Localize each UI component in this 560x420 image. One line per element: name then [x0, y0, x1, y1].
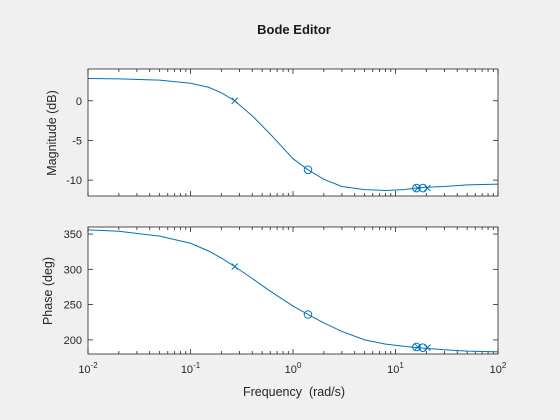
y-tick-label: 250	[64, 300, 82, 312]
frequency-xlabel: Frequency (rad/s)	[243, 385, 345, 399]
phase-ylabel: Phase (deg)	[41, 257, 55, 325]
zero-marker[interactable]	[303, 165, 313, 175]
phase-curve[interactable]	[87, 229, 499, 353]
figure-title: Bode Editor	[257, 22, 331, 37]
y-tick-label: 0	[76, 96, 82, 108]
plot-area	[88, 69, 498, 196]
x-tick-label: 10-1	[181, 361, 201, 376]
axes-frame	[87, 68, 499, 197]
phase-axes[interactable]: 200 250 300 350 10-2 10-1 100 101 102	[64, 226, 507, 376]
zero-marker[interactable]	[412, 342, 421, 352]
y-tick-label: -5	[72, 135, 82, 147]
pole-marker[interactable]	[424, 184, 431, 192]
zero-marker[interactable]	[303, 310, 313, 319]
plot-area	[88, 227, 498, 354]
axes-frame	[87, 226, 499, 355]
pole-marker[interactable]	[231, 263, 239, 270]
zero-marker[interactable]	[418, 183, 428, 193]
zero-marker[interactable]	[412, 183, 421, 193]
pole-marker[interactable]	[424, 344, 431, 352]
zero-marker[interactable]	[418, 343, 428, 352]
y-tick-label: -10	[66, 175, 82, 187]
magnitude-axes[interactable]: 0 -5 -10	[66, 68, 499, 197]
x-tick-label: 102	[490, 361, 507, 376]
pole-marker[interactable]	[231, 97, 239, 105]
magnitude-curve[interactable]	[87, 78, 499, 191]
y-tick-label: 200	[64, 335, 82, 347]
x-tick-label: 10-2	[78, 361, 98, 376]
x-tick-label: 101	[387, 361, 404, 376]
y-tick-label: 350	[64, 229, 82, 241]
y-tick-label: 300	[64, 264, 82, 276]
magnitude-ylabel: Magnitude (dB)	[45, 90, 59, 175]
x-tick-label: 100	[285, 361, 302, 376]
